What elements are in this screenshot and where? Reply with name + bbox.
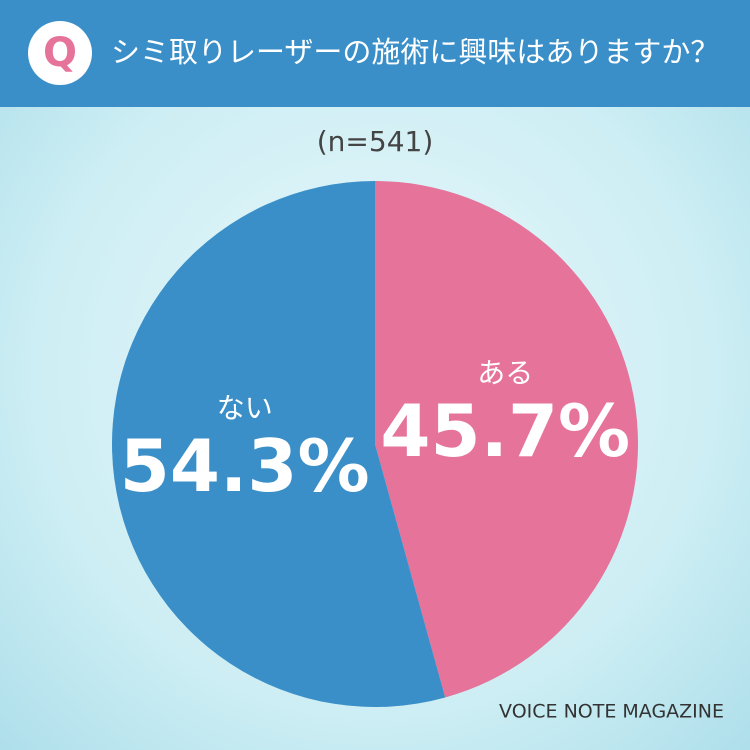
value-label: 54.3% bbox=[120, 424, 370, 508]
source: VOICE NOTE MAGAZINE bbox=[499, 701, 724, 723]
badge: Q bbox=[43, 30, 77, 76]
badge-circle bbox=[28, 21, 92, 85]
value-label: 45.7% bbox=[380, 389, 630, 473]
slice-label: ない bbox=[217, 392, 273, 425]
pie-slice bbox=[112, 180, 446, 707]
header-bar bbox=[0, 0, 750, 107]
pie-slice bbox=[375, 181, 639, 698]
slice-label: ある bbox=[477, 356, 533, 389]
subtitle: (n=541) bbox=[317, 125, 434, 158]
chart-title: シミ取りレーザーの施術に興味はありますか？ bbox=[111, 35, 719, 69]
